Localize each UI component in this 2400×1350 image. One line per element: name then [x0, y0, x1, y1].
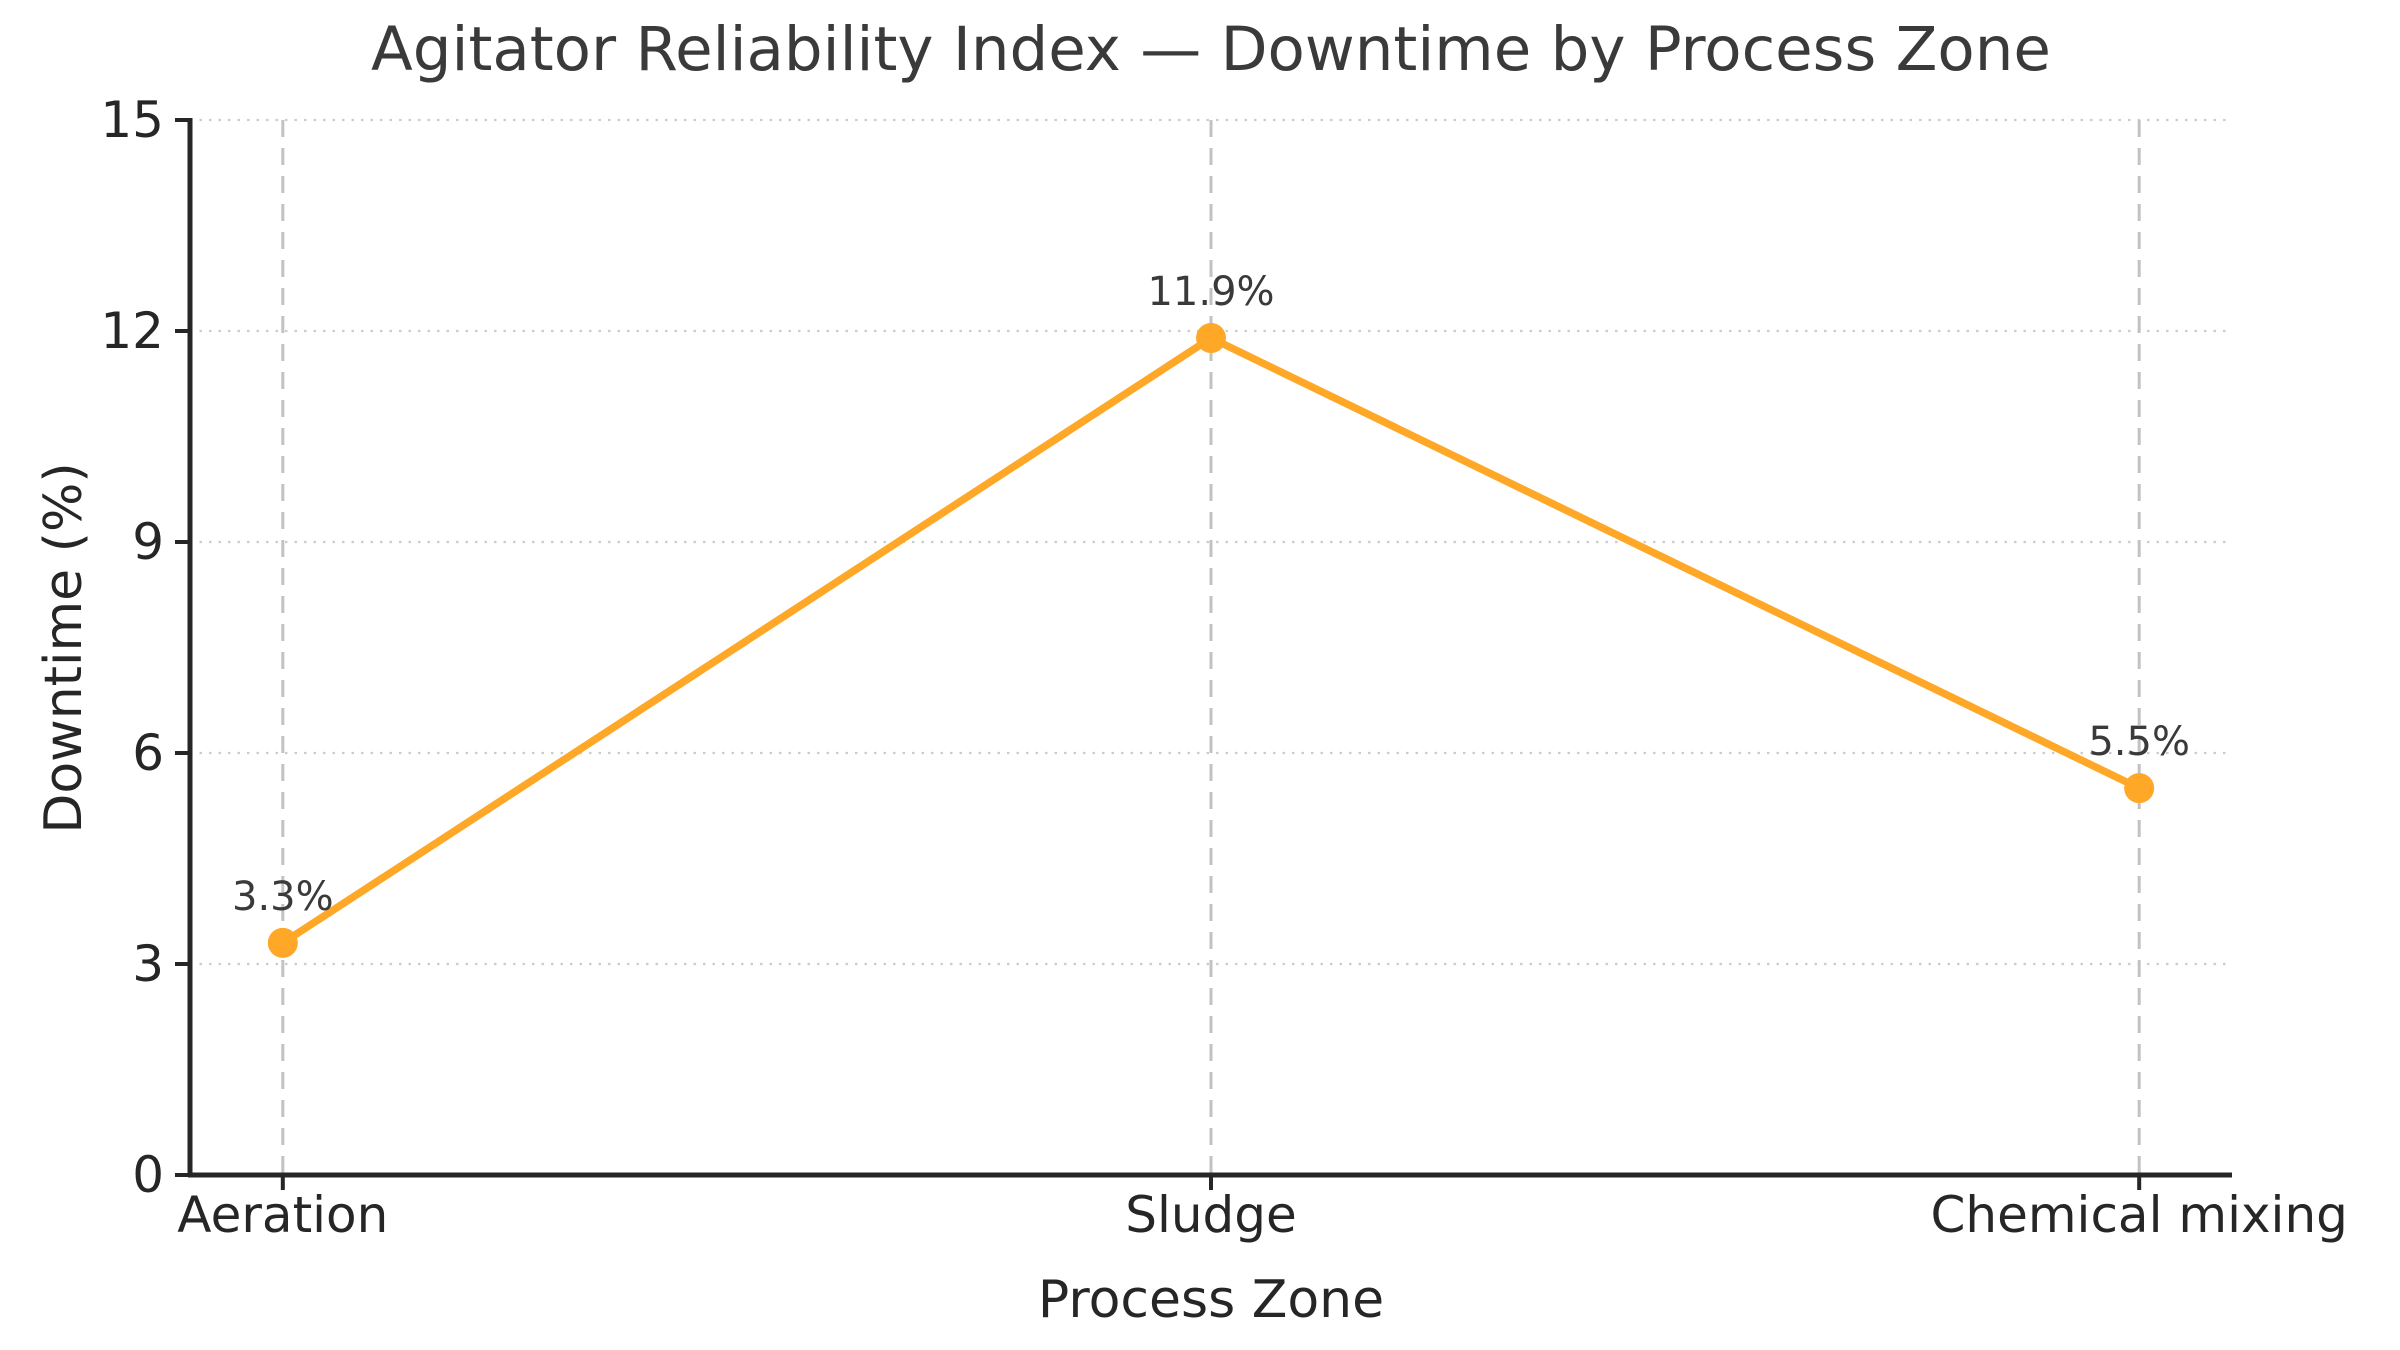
y-tick-label: 12 [100, 302, 164, 360]
y-tick-label: 3 [132, 935, 164, 993]
y-tick-label: 9 [132, 513, 164, 571]
value-label: 11.9% [1147, 269, 1274, 315]
y-tick-label: 6 [132, 724, 164, 782]
x-axis-label: Process Zone [1037, 1270, 1385, 1330]
y-tick-label: 15 [100, 91, 164, 149]
x-tick-label: Chemical mixing [1930, 1186, 2347, 1244]
y-tick-label: 0 [132, 1146, 164, 1204]
value-label: 5.5% [2088, 719, 2190, 765]
chart-title: Agitator Reliability Index — Downtime by… [371, 14, 2051, 85]
x-tick-label: Aeration [177, 1186, 388, 1244]
data-point-marker [1196, 323, 1226, 354]
data-point-marker [267, 927, 298, 958]
value-label: 3.3% [232, 874, 334, 920]
x-tick-label: Sludge [1125, 1186, 1297, 1244]
data-point-marker [2124, 773, 2155, 804]
